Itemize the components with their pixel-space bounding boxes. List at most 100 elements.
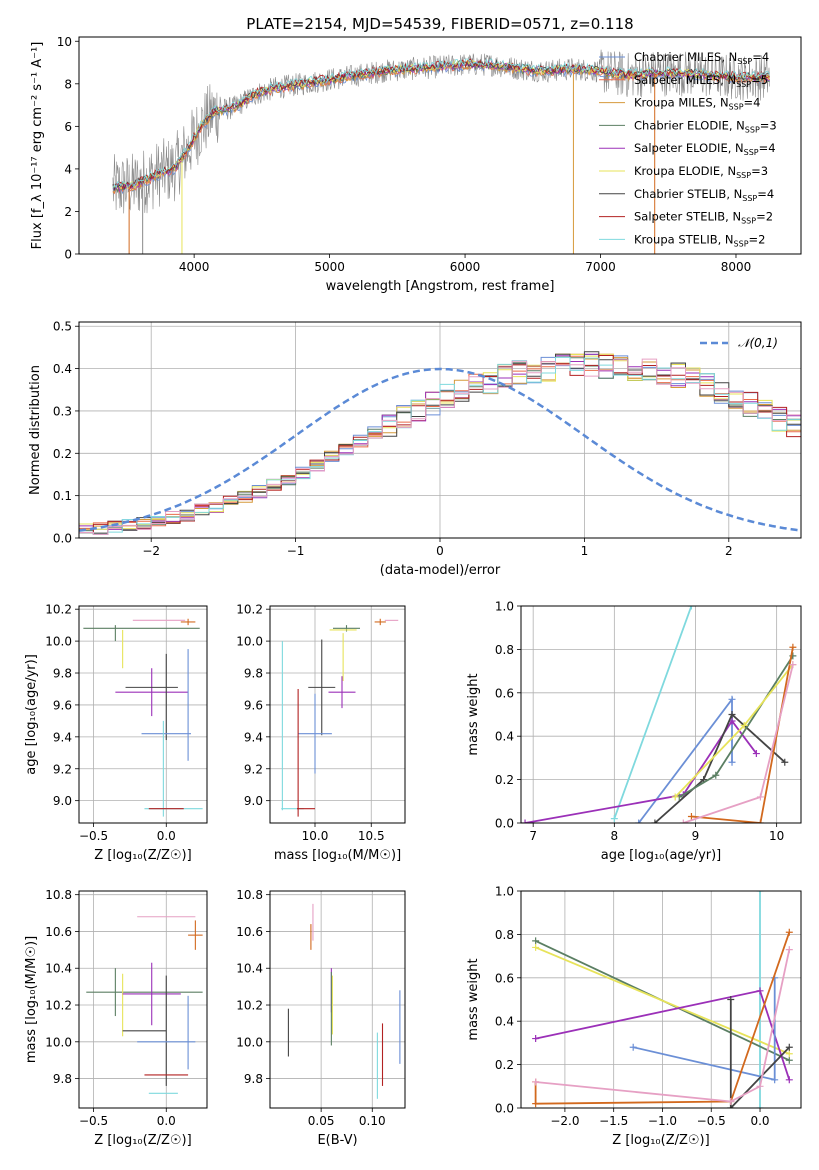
y-tick-label: 0.3 bbox=[53, 404, 72, 418]
x-tick-label: 10.5 bbox=[358, 829, 385, 843]
y-tick-label: 10.6 bbox=[236, 925, 263, 939]
panel-mass-age: 10.0 10.5 9.0 9.2 9.4 9.6 9.8 10.0 10.2 mass [log… bbox=[236, 603, 406, 863]
weight-line-2 bbox=[535, 946, 790, 1055]
x-tick-label: 0.0 bbox=[157, 829, 176, 843]
y-tick-label: 10.0 bbox=[45, 635, 72, 649]
y-tick-label: 9.4 bbox=[244, 730, 263, 744]
y-tick-label: 0.2 bbox=[495, 1058, 514, 1072]
y-tick-label: 9.0 bbox=[53, 794, 72, 808]
y-tick-label: 0.0 bbox=[53, 532, 72, 546]
x-tick-label: 0.0 bbox=[750, 1114, 769, 1128]
weight-marker bbox=[756, 891, 764, 895]
y-tick-label: 9.6 bbox=[244, 698, 263, 712]
axes-frame bbox=[269, 890, 406, 1109]
panel-ebv-mass: 0.05 0.10 9.8 10.0 10.2 10.4 10.6 10.8 E(B-V) bbox=[236, 888, 406, 1148]
weight-marker bbox=[756, 819, 764, 823]
y-tick-label: 9.8 bbox=[53, 667, 72, 681]
x-axis-label: Z [log₁₀(Z/Z☉)] bbox=[612, 1133, 709, 1148]
y-tick-label: 9.8 bbox=[53, 1072, 72, 1086]
y-tick-label: 4 bbox=[64, 162, 72, 176]
gaussian-curve bbox=[79, 367, 801, 532]
x-axis-label: Z [log₁₀(Z/Z☉)] bbox=[94, 1133, 191, 1148]
x-tick-label: −1 bbox=[287, 544, 305, 558]
weight-marker bbox=[532, 1100, 540, 1108]
y-tick-label: 0.1 bbox=[53, 489, 72, 503]
legend: 𝒩(0,1) bbox=[700, 336, 778, 350]
weight-marker bbox=[687, 812, 695, 820]
weight-marker bbox=[687, 606, 695, 610]
x-tick-label: 4000 bbox=[179, 260, 210, 274]
weight-marker bbox=[781, 758, 789, 766]
weight-marker bbox=[789, 643, 797, 651]
axes-frame bbox=[78, 605, 208, 824]
x-axis-label: age [log₁₀(age/yr)] bbox=[601, 848, 722, 863]
panel-residuals: −2 −1 0 1 2 0.0 0.1 0.2 0.3 0.4 0.5 (data-model)/er… bbox=[28, 320, 802, 578]
weight-line-5 bbox=[729, 999, 790, 1108]
weight-marker bbox=[727, 996, 735, 1003]
y-tick-label: 9.8 bbox=[244, 667, 263, 681]
panel-z-weight: −2.0 −1.5 −1.0 −0.5 0.0 0.0 0.2 0.4 0.6 0.8 1.0 Z [… bbox=[466, 885, 802, 1148]
panel-z-age: −0.5 0.0 9.0 9.2 9.4 9.6 9.8 10.0 10.2 Z [log₁₀(Z… bbox=[24, 603, 208, 863]
y-tick-label: 10.4 bbox=[236, 962, 263, 976]
errorbar-1 bbox=[180, 618, 196, 626]
x-tick-label: 0.10 bbox=[359, 1114, 386, 1128]
axes-frame bbox=[78, 36, 802, 255]
observed-spectrum bbox=[112, 49, 770, 214]
y-tick-label: 9.4 bbox=[53, 730, 72, 744]
legend-label-6: Chabrier STELIB, NSSP=4 bbox=[634, 187, 774, 203]
y-tick-label: 10.2 bbox=[45, 603, 72, 617]
y-tick-label: 0.8 bbox=[495, 928, 514, 942]
weight-marker bbox=[756, 1104, 764, 1108]
x-tick-label: 7 bbox=[529, 829, 537, 843]
y-tick-label: 0.4 bbox=[495, 730, 514, 744]
y-axis-label: mass [log₁₀(M/M☉)] bbox=[24, 936, 39, 1063]
plot-area bbox=[112, 49, 770, 254]
legend-label-0: Chabrier MILES, NSSP=4 bbox=[634, 50, 769, 66]
errorbar-5 bbox=[122, 962, 181, 1026]
y-tick-label: 9.2 bbox=[53, 762, 72, 776]
x-tick-label: 6000 bbox=[450, 260, 481, 274]
legend-label-4: Salpeter ELODIE, NSSP=4 bbox=[634, 141, 776, 157]
grid bbox=[79, 322, 801, 539]
y-tick-label: 1.0 bbox=[495, 600, 514, 614]
grid bbox=[270, 606, 405, 823]
y-tick-label: 1.0 bbox=[495, 885, 514, 899]
histogram-0 bbox=[79, 354, 801, 530]
weight-marker bbox=[532, 1078, 540, 1086]
weight-line-7 bbox=[535, 949, 791, 1103]
y-tick-label: 0.4 bbox=[495, 1015, 514, 1029]
x-axis-label: (data-model)/error bbox=[380, 563, 501, 578]
y-tick-label: 10.0 bbox=[236, 635, 263, 649]
axes-frame bbox=[520, 605, 802, 824]
y-tick-label: 0.4 bbox=[53, 362, 72, 376]
histogram-7 bbox=[79, 355, 801, 533]
y-tick-label: 10.2 bbox=[236, 603, 263, 617]
histogram-1 bbox=[79, 353, 801, 530]
y-tick-label: 9.2 bbox=[244, 762, 263, 776]
weight-marker bbox=[727, 1097, 735, 1105]
panel-age-weight: 7 8 9 10 0.0 0.2 0.4 0.6 0.8 1.0 age [log₁₀(age/yr… bbox=[466, 600, 802, 863]
weight-marker bbox=[785, 1076, 793, 1084]
weight-marker bbox=[712, 771, 720, 779]
x-tick-label: −0.5 bbox=[79, 1114, 108, 1128]
y-tick-label: 10.2 bbox=[45, 999, 72, 1013]
legend-label: 𝒩(0,1) bbox=[738, 336, 778, 350]
weight-line-0 bbox=[613, 606, 693, 820]
x-axis-label: wavelength [Angstrom, rest frame] bbox=[326, 279, 555, 294]
figure-title: PLATE=2154, MJD=54539, FIBERID=0571, z=0… bbox=[246, 15, 633, 33]
y-tick-label: 2 bbox=[64, 205, 72, 219]
weight-marker bbox=[679, 819, 687, 823]
x-axis-label: mass [log₁₀(M/M☉)] bbox=[274, 848, 401, 863]
errorbar-7 bbox=[298, 693, 332, 774]
x-tick-label: −1.5 bbox=[599, 1114, 628, 1128]
y-tick-label: 9.0 bbox=[244, 794, 263, 808]
errorbar-5 bbox=[328, 676, 356, 709]
plot-area bbox=[79, 351, 801, 535]
weight-marker bbox=[532, 943, 540, 951]
y-axis-label: mass weight bbox=[466, 673, 481, 755]
weight-marker bbox=[651, 819, 659, 823]
x-tick-label: −2 bbox=[142, 544, 160, 558]
weight-marker bbox=[728, 758, 736, 766]
x-tick-label: 7000 bbox=[585, 260, 616, 274]
y-tick-label: 10.8 bbox=[236, 888, 263, 902]
